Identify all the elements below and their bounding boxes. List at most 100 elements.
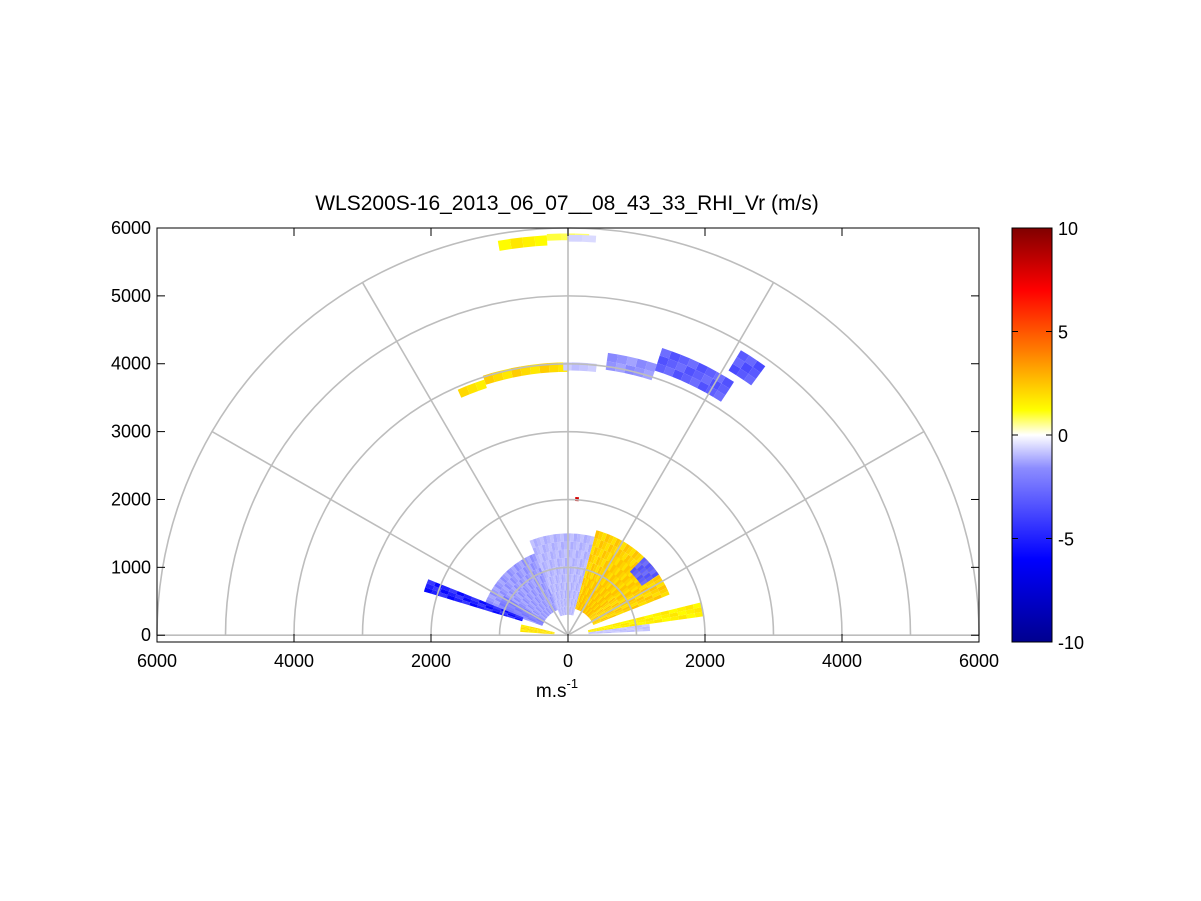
range-gate <box>601 541 608 551</box>
range-gate <box>499 576 508 584</box>
range-gate <box>555 591 559 600</box>
range-gate <box>532 610 540 616</box>
range-gate <box>554 592 558 601</box>
range-gate <box>596 630 604 633</box>
range-gate <box>631 588 641 596</box>
range-gate <box>591 602 598 610</box>
range-gate <box>576 591 580 600</box>
range-gate <box>575 601 579 610</box>
range-gate <box>591 572 597 581</box>
range-gate <box>580 603 586 612</box>
range-gate <box>520 599 529 606</box>
range-gate <box>585 587 590 596</box>
range-gate <box>594 530 600 540</box>
range-gate <box>643 592 652 599</box>
range-gate <box>613 538 621 548</box>
range-gate <box>528 616 537 621</box>
range-gate <box>539 592 546 600</box>
colorbar-ticks: 10 5 0 -5 -10 <box>1012 219 1084 653</box>
range-gate <box>668 351 681 363</box>
range-gate <box>611 631 620 633</box>
range-gate <box>528 603 536 610</box>
range-gate <box>573 591 577 600</box>
range-gate <box>590 554 596 564</box>
range-gate <box>538 603 545 611</box>
range-gate <box>585 570 591 579</box>
range-gate <box>533 609 541 615</box>
range-gate <box>611 628 620 631</box>
range-gate <box>598 549 605 558</box>
range-gate <box>532 561 538 570</box>
range-gate <box>584 543 590 552</box>
range-gate <box>601 589 609 598</box>
range-gate <box>538 614 546 620</box>
range-gate <box>604 533 611 543</box>
range-gate <box>603 569 610 579</box>
range-gate <box>537 628 547 631</box>
y-tick-label: 4000 <box>111 354 151 374</box>
range-gate <box>540 601 547 609</box>
range-gate <box>513 609 522 615</box>
range-gate <box>426 579 436 587</box>
range-gate <box>501 573 510 582</box>
range-gate <box>591 581 597 590</box>
range-gate <box>455 594 464 600</box>
range-gate <box>635 595 645 602</box>
range-gate <box>535 568 542 577</box>
range-gate <box>537 629 547 632</box>
range-gate <box>456 591 465 597</box>
range-gate <box>613 557 621 566</box>
range-gate <box>515 571 523 580</box>
range-gate <box>544 577 550 587</box>
range-gate <box>697 381 710 393</box>
colorbar <box>1011 227 1053 643</box>
data-region-mid-arc-yellow-edge <box>457 379 487 398</box>
range-gate <box>576 583 581 592</box>
range-gate <box>602 603 611 610</box>
range-gate <box>614 591 623 599</box>
range-gate <box>556 591 561 600</box>
range-gate <box>575 550 579 559</box>
range-gate <box>549 584 554 594</box>
data-region-ne-arc-light-blue <box>605 352 657 381</box>
range-gate <box>592 619 601 625</box>
range-gate <box>502 585 510 593</box>
range-gate <box>549 596 554 604</box>
range-gate <box>584 606 591 614</box>
range-gate <box>678 614 688 620</box>
range-gate <box>610 586 618 594</box>
range-gate <box>556 600 560 609</box>
range-gate <box>560 533 564 542</box>
range-gate <box>514 607 523 613</box>
range-gate <box>627 581 636 589</box>
range-gate <box>584 578 590 587</box>
range-gate <box>528 630 538 633</box>
range-gate <box>576 574 580 584</box>
range-gate <box>597 597 605 605</box>
range-gate <box>624 364 636 376</box>
range-gate <box>589 612 597 619</box>
range-gate <box>546 607 552 614</box>
range-gate <box>654 363 667 374</box>
range-gate <box>685 608 695 615</box>
range-gate <box>575 541 580 551</box>
range-gate <box>538 562 544 571</box>
range-gate <box>594 583 601 592</box>
range-gate <box>510 588 518 595</box>
range-gate <box>652 612 662 618</box>
range-gate <box>537 631 546 633</box>
range-gate <box>571 598 574 608</box>
range-gate <box>604 627 614 631</box>
range-gate <box>583 578 588 587</box>
range-gate <box>519 601 528 608</box>
range-gate <box>524 595 532 602</box>
range-gate <box>526 593 533 601</box>
range-gate <box>677 610 687 616</box>
range-gate <box>637 621 646 626</box>
range-gate <box>555 600 560 609</box>
range-gate <box>628 548 637 557</box>
range-gate <box>645 597 655 604</box>
range-gate <box>560 541 565 550</box>
range-gate <box>522 586 529 594</box>
range-gate <box>623 590 632 598</box>
